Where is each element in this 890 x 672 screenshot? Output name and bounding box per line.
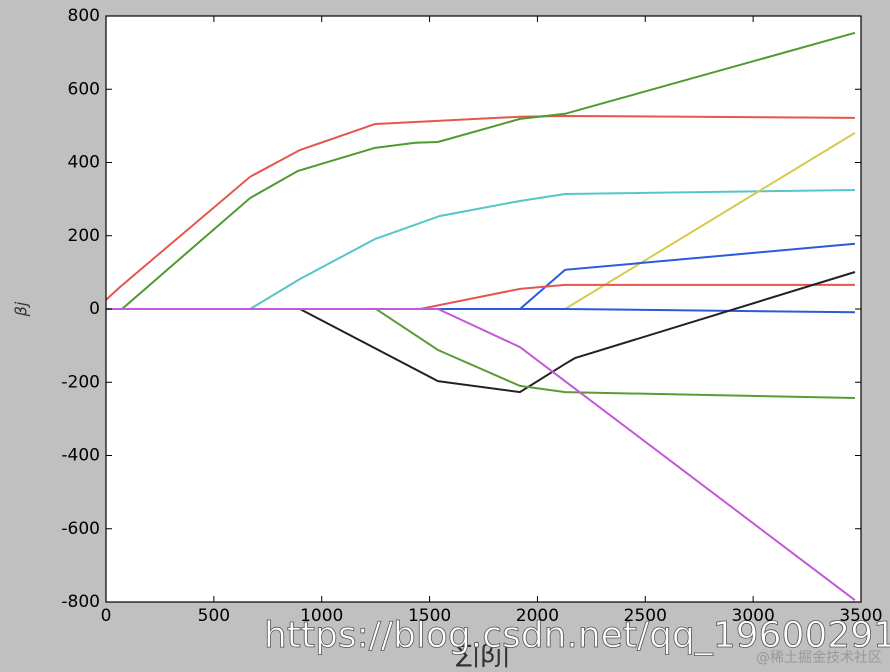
x-tick-label: 500 [198, 606, 230, 626]
series-line [106, 31, 856, 310]
x-tick-label: 1000 [300, 606, 343, 626]
y-tick-label: 400 [68, 153, 100, 173]
series-line [106, 188, 855, 310]
series-line [106, 308, 856, 601]
x-axis-label: ∑|βj| [456, 640, 510, 668]
x-tick-label: 2500 [624, 606, 667, 626]
y-tick-label: 800 [68, 6, 100, 26]
x-tick-label: 3000 [732, 606, 775, 626]
x-tick-label: 1500 [408, 606, 451, 626]
x-tick-label: 0 [101, 606, 112, 626]
y-tick-label: -400 [61, 446, 100, 466]
y-tick-label: -800 [61, 592, 100, 612]
y-tick-label: -600 [61, 519, 100, 539]
watermark-source: @稀土掘金技术社区 [756, 650, 882, 666]
y-axis-label: βj [12, 301, 31, 317]
x-tick-label: 3500 [839, 606, 882, 626]
y-tick-label: 0 [89, 299, 100, 319]
watermark-url: https://blog.csdn.net/qq_19600291 [264, 615, 890, 656]
y-tick-label: 200 [68, 226, 100, 246]
x-tick-label: 2000 [516, 606, 559, 626]
y-tick-label: 600 [68, 79, 100, 99]
y-tick-label: -200 [61, 372, 100, 392]
